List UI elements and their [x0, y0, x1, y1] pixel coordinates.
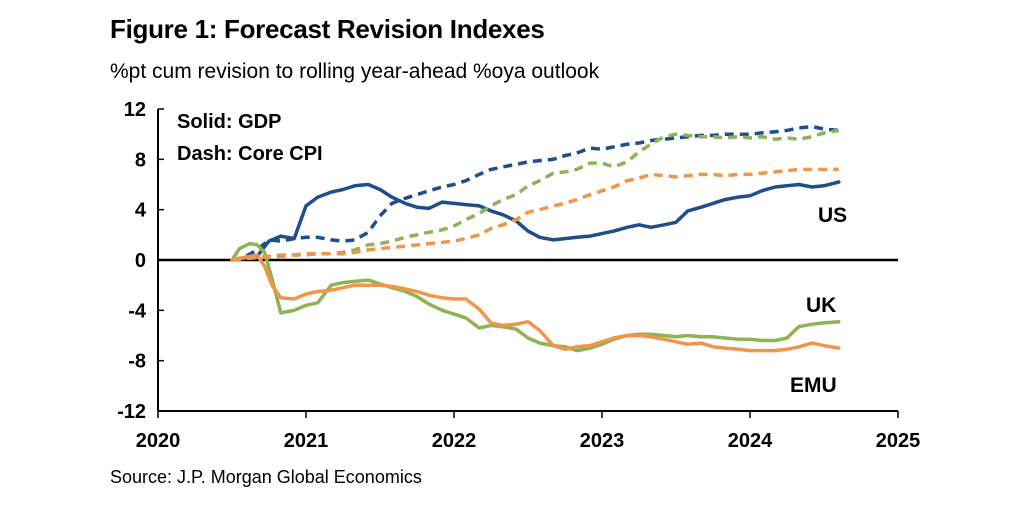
series-line-us-solid: [230, 180, 841, 262]
y-tick-label: 4: [135, 200, 147, 222]
series-line-emu-solid: [230, 253, 841, 353]
y-tick-label: 12: [124, 99, 146, 121]
forecast-revision-chart: 12 8 4 0 -4 -8 -12 2020 2021 2022 2023 2024 2025 Sol…: [117, 99, 920, 452]
x-tick-label: 2021: [284, 430, 329, 452]
series-annotation-uk: UK: [806, 294, 836, 317]
series-line-emu-dash: [231, 167, 839, 262]
y-tick-label: 0: [135, 250, 146, 272]
legend-text: Dash: Core CPI: [177, 143, 323, 165]
chart-axes: 12 8 4 0 -4 -8 -12 2020 2021 2022 2023 2024 2025: [117, 99, 920, 452]
source-note: Source: J.P. Morgan Global Economics: [110, 467, 422, 487]
y-tick-label: -8: [128, 351, 146, 373]
chart-title: Figure 1: Forecast Revision Indexes: [110, 14, 545, 44]
x-tick-label: 2022: [432, 430, 477, 452]
x-tick-label: 2025: [876, 430, 921, 452]
chart-lines: [230, 124, 841, 353]
y-tick-label: 8: [135, 149, 146, 171]
y-tick-label: -12: [117, 401, 146, 423]
x-tick-label: 2023: [580, 430, 625, 452]
series-annotation-us: US: [818, 204, 847, 227]
series-annotation-emu: EMU: [790, 374, 837, 397]
x-tick-label: 2024: [728, 430, 773, 452]
chart-subtitle: %pt cum revision to rolling year-ahead %…: [110, 60, 600, 83]
chart-labels: Solid: GDP Dash: Core CPI US UK EMU: [177, 111, 847, 397]
series-line-us-dash: [231, 124, 839, 262]
legend-text: Solid: GDP: [177, 111, 281, 133]
y-tick-label: -4: [128, 300, 147, 322]
series-line-uk-dash: [231, 128, 840, 262]
x-tick-label: 2020: [136, 430, 181, 452]
series-line-uk-solid: [230, 241, 841, 353]
